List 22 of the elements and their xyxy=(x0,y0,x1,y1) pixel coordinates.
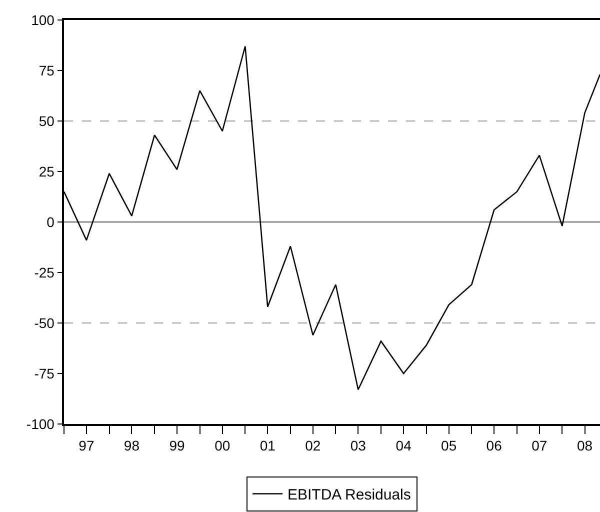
legend-label: EBITDA Residuals xyxy=(288,486,411,504)
y-tick-label: 0 xyxy=(46,214,55,230)
x-tick-label: 05 xyxy=(441,438,457,454)
y-tick-label: -25 xyxy=(34,264,55,280)
x-tick-label: 08 xyxy=(576,438,593,454)
y-tick-label: -75 xyxy=(34,365,55,382)
y-tick-label: -50 xyxy=(34,314,55,331)
x-tick-label: 00 xyxy=(214,438,230,454)
x-tick-label: 01 xyxy=(260,438,276,454)
x-tick-label: 02 xyxy=(305,438,321,454)
x-tick-label: 06 xyxy=(486,438,502,454)
x-tick-label: 99 xyxy=(169,438,185,454)
y-tick-label: 75 xyxy=(38,62,55,78)
x-tick-label: 04 xyxy=(396,438,412,454)
x-tick-label: 03 xyxy=(350,438,366,454)
y-tick-label: -100 xyxy=(26,416,55,432)
x-tick-label: 98 xyxy=(124,438,140,454)
y-tick-label: 25 xyxy=(38,163,55,180)
x-tick-label: 07 xyxy=(532,438,548,454)
x-tick-label: 97 xyxy=(78,438,94,454)
y-tick-label: 50 xyxy=(38,112,55,129)
y-tick-label: 100 xyxy=(31,12,55,28)
